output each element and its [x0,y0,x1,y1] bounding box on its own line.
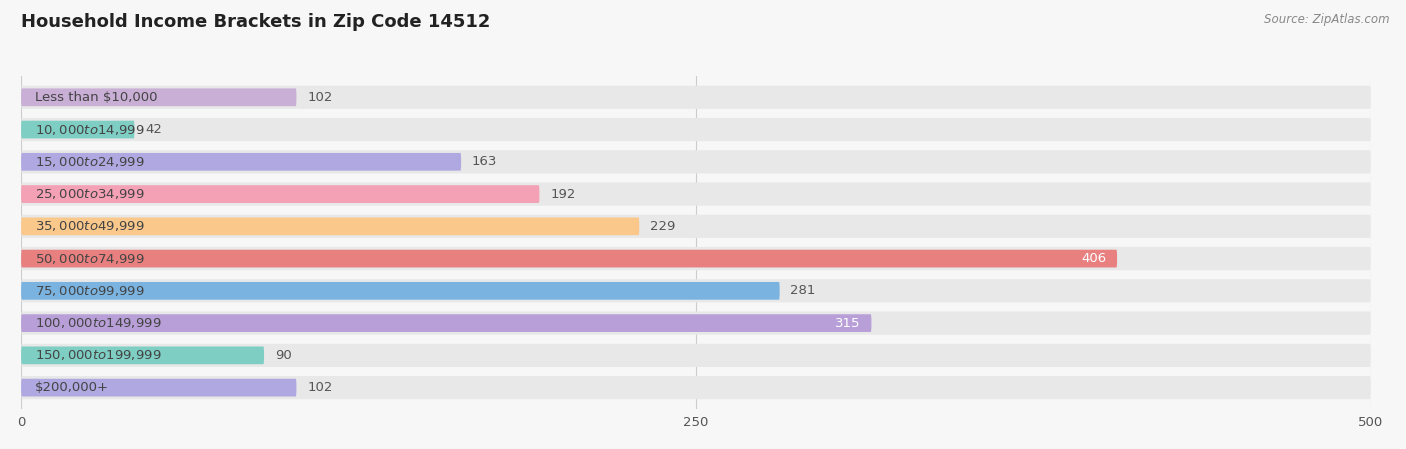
FancyBboxPatch shape [21,88,297,106]
Text: Less than $10,000: Less than $10,000 [35,91,157,104]
FancyBboxPatch shape [21,376,1371,399]
Text: 102: 102 [308,381,333,394]
FancyBboxPatch shape [21,314,872,332]
Text: $35,000 to $49,999: $35,000 to $49,999 [35,219,145,233]
Text: $15,000 to $24,999: $15,000 to $24,999 [35,155,145,169]
Text: 163: 163 [472,155,498,168]
Text: 229: 229 [650,220,675,233]
FancyBboxPatch shape [21,279,1371,303]
FancyBboxPatch shape [21,347,264,364]
Text: $100,000 to $149,999: $100,000 to $149,999 [35,316,162,330]
FancyBboxPatch shape [21,150,1371,173]
FancyBboxPatch shape [21,247,1371,270]
Text: 42: 42 [145,123,162,136]
FancyBboxPatch shape [21,121,135,138]
FancyBboxPatch shape [21,182,1371,206]
FancyBboxPatch shape [21,344,1371,367]
FancyBboxPatch shape [21,250,1118,268]
Text: Source: ZipAtlas.com: Source: ZipAtlas.com [1264,13,1389,26]
FancyBboxPatch shape [21,312,1371,335]
Text: 192: 192 [550,188,575,201]
Text: 281: 281 [790,284,815,297]
FancyBboxPatch shape [21,153,461,171]
Text: $150,000 to $199,999: $150,000 to $199,999 [35,348,162,362]
FancyBboxPatch shape [21,185,540,203]
Text: Household Income Brackets in Zip Code 14512: Household Income Brackets in Zip Code 14… [21,13,491,31]
FancyBboxPatch shape [21,379,297,396]
Text: $200,000+: $200,000+ [35,381,108,394]
Text: 102: 102 [308,91,333,104]
FancyBboxPatch shape [21,215,1371,238]
Text: 315: 315 [835,317,860,330]
Text: $25,000 to $34,999: $25,000 to $34,999 [35,187,145,201]
Text: 90: 90 [274,349,291,362]
FancyBboxPatch shape [21,282,780,300]
FancyBboxPatch shape [21,86,1371,109]
Text: $50,000 to $74,999: $50,000 to $74,999 [35,251,145,266]
Text: $75,000 to $99,999: $75,000 to $99,999 [35,284,145,298]
Text: 406: 406 [1081,252,1107,265]
FancyBboxPatch shape [21,217,640,235]
Text: $10,000 to $14,999: $10,000 to $14,999 [35,123,145,136]
FancyBboxPatch shape [21,118,1371,141]
